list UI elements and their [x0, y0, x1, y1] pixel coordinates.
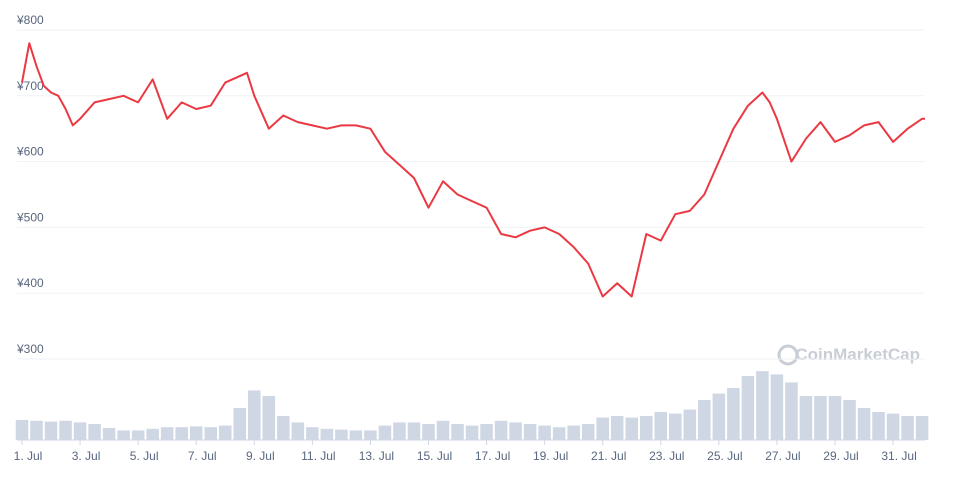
volume-bar — [451, 424, 464, 440]
volume-bar — [30, 420, 43, 440]
volume-bar — [364, 430, 377, 440]
volume-bar — [262, 396, 276, 440]
volume-bar — [349, 430, 363, 440]
volume-bar — [175, 427, 188, 440]
y-tick-label: ¥300 — [16, 342, 44, 356]
x-tick-label: 27. Jul — [765, 449, 800, 463]
volume-bar — [509, 422, 522, 440]
volume-bar — [698, 400, 711, 440]
x-tick-label: 31. Jul — [881, 449, 916, 463]
watermark: CoinMarketCap — [795, 345, 920, 364]
volume-bar — [828, 396, 842, 440]
volume-bar — [102, 428, 116, 440]
volume-bar — [901, 416, 914, 440]
volume-bar — [814, 396, 827, 440]
volume-bar — [422, 424, 435, 440]
volume-bar — [567, 425, 580, 440]
volume-bar — [538, 425, 551, 440]
volume-bar — [799, 396, 813, 440]
volume-bar — [683, 409, 697, 440]
volume-bar — [189, 426, 203, 440]
volume-bar — [117, 430, 130, 440]
volume-bar — [436, 420, 450, 440]
volume-bar — [131, 430, 145, 440]
x-tick-label: 7. Jul — [188, 449, 217, 463]
volume-bar — [335, 429, 348, 440]
volume-bar — [669, 413, 682, 440]
x-tick-label: 15. Jul — [417, 449, 452, 463]
volume-bar — [610, 416, 624, 440]
volume-bar — [712, 393, 726, 440]
price-line — [21, 42, 925, 298]
volume-bar — [277, 416, 290, 440]
volume-bar — [248, 390, 261, 440]
volume-bar — [73, 422, 87, 440]
volume-bar — [465, 425, 479, 440]
volume-bar — [640, 416, 653, 440]
x-tick-label: 1. Jul — [14, 449, 43, 463]
volume-bar — [581, 424, 595, 440]
x-tick-label: 9. Jul — [246, 449, 275, 463]
volume-bar — [233, 408, 247, 440]
y-tick-label: ¥800 — [16, 13, 44, 27]
volume-bar — [727, 388, 740, 440]
y-tick-label: ¥700 — [16, 79, 44, 93]
volume-bar — [770, 374, 784, 440]
volume-bar — [741, 376, 755, 440]
volume-bar — [160, 427, 174, 440]
volume-bar — [44, 421, 58, 440]
volume-bar — [393, 422, 406, 440]
volume-bar — [523, 424, 537, 440]
volume-bar — [857, 408, 871, 440]
y-tick-label: ¥600 — [16, 145, 44, 159]
volume-bar — [654, 412, 668, 440]
volume-bar — [596, 417, 609, 440]
volume-bar — [320, 428, 334, 440]
volume-bar — [915, 416, 929, 440]
x-tick-label: 25. Jul — [707, 449, 742, 463]
x-tick-label: 13. Jul — [359, 449, 394, 463]
volume-bar — [88, 424, 101, 440]
x-tick-label: 19. Jul — [533, 449, 568, 463]
watermark-logo — [777, 344, 799, 366]
volume-bar — [378, 425, 392, 440]
volume-bar — [756, 371, 769, 440]
volume-bar — [785, 382, 798, 440]
volume-bar — [407, 422, 421, 440]
volume-bar — [306, 427, 319, 440]
y-tick-label: ¥500 — [16, 210, 44, 224]
volume-bar — [146, 428, 159, 440]
x-tick-label: 21. Jul — [591, 449, 626, 463]
y-tick-label: ¥400 — [16, 276, 44, 290]
volume-bar — [291, 422, 305, 440]
volume-bar — [843, 400, 856, 440]
x-tick-label: 11. Jul — [301, 449, 335, 463]
volume-bar — [59, 420, 72, 440]
x-tick-label: 3. Jul — [72, 449, 101, 463]
x-tick-label: 23. Jul — [649, 449, 684, 463]
volume-bar — [494, 420, 508, 440]
x-tick-label: 17. Jul — [475, 449, 510, 463]
volume-bar — [872, 412, 885, 440]
volume-bar — [886, 413, 900, 440]
x-tick-label: 29. Jul — [823, 449, 858, 463]
volume-bar — [552, 427, 566, 440]
volume-bar — [625, 417, 639, 440]
volume-bar — [480, 424, 493, 440]
volume-bar — [218, 425, 232, 440]
volume-bar — [204, 427, 217, 440]
volume-bar — [15, 420, 29, 440]
x-tick-label: 5. Jul — [130, 449, 159, 463]
